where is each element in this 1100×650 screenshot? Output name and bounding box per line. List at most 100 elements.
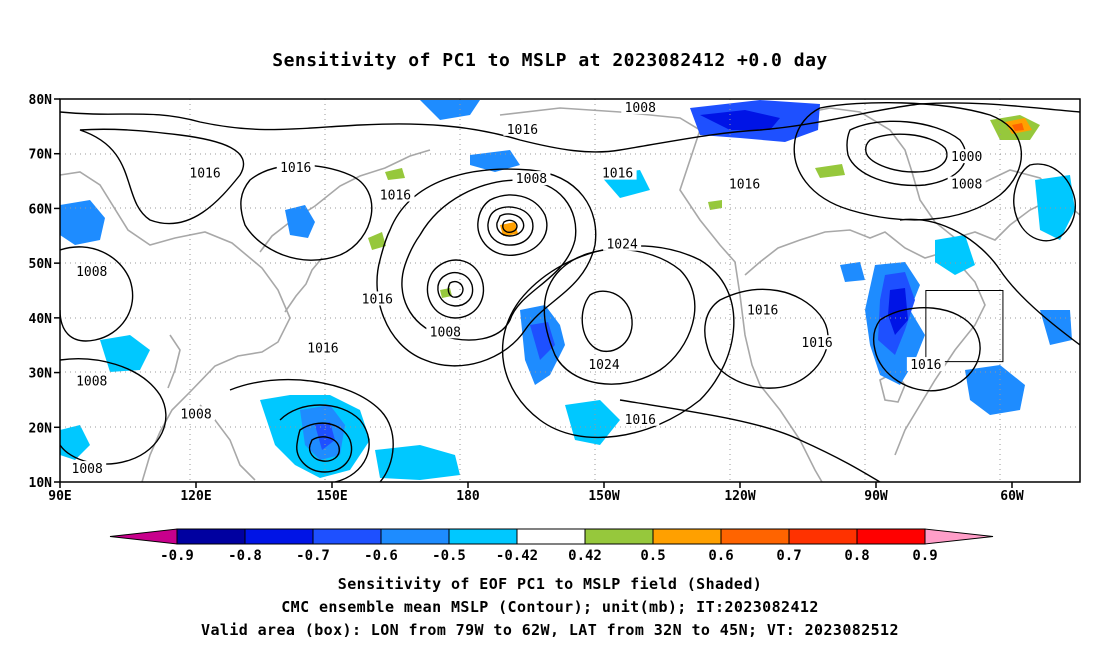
colorbar-low-arrow <box>109 528 178 545</box>
colorbar-label: 0.8 <box>844 548 869 564</box>
contour-labels: 1016 1016 1016 1016 1008 1016 1008 1024 1016 1000… <box>68 99 986 477</box>
contour-label: 1000 <box>951 150 982 165</box>
colorbar-bin <box>176 528 246 545</box>
colorbar-bin <box>720 528 790 545</box>
contour-label-bg <box>303 340 342 355</box>
colorbar-bin <box>652 528 722 545</box>
colorbar-high-arrow <box>924 528 994 545</box>
contour-label: 1016 <box>747 303 778 318</box>
lon-tick-label: 150W <box>588 489 619 504</box>
colorbar-bin <box>584 528 654 545</box>
contour-label: 1008 <box>951 178 982 193</box>
colorbar-bin <box>244 528 314 545</box>
lon-tick-label: 120W <box>724 489 755 504</box>
lon-tick-label: 120E <box>180 489 211 504</box>
contour-label: 1024 <box>606 238 637 253</box>
contour-label: 1008 <box>76 375 107 390</box>
contour-label: 1016 <box>362 292 393 307</box>
lat-tick-label: 40N <box>29 312 53 327</box>
caption-line-2: CMC ensemble mean MSLP (Contour); unit(m… <box>281 598 819 616</box>
contour-label: 1016 <box>602 167 633 182</box>
contour-label: 1016 <box>801 336 832 351</box>
colorbar-label: -0.6 <box>364 548 398 564</box>
colorbar-label: -0.42 <box>496 548 538 564</box>
contour-label-bg <box>603 236 642 251</box>
colorbar-bin <box>856 528 926 545</box>
contour-label-bg <box>598 165 637 180</box>
lat-tick-label: 30N <box>29 367 53 382</box>
contour-label-bg <box>358 291 397 306</box>
contour-label-bg <box>72 264 111 279</box>
contour-label-bg <box>426 324 465 339</box>
colorbar-bin <box>448 528 518 545</box>
sensitivity-shading <box>60 100 1075 480</box>
colorbar-label: 0.6 <box>708 548 733 564</box>
coastlines <box>60 107 1080 482</box>
contour-label-bg <box>276 160 315 175</box>
contour-label-bg <box>376 187 415 202</box>
colorbar-label: -0.9 <box>160 548 194 564</box>
contour-label-bg <box>512 171 551 186</box>
contour-label: 1016 <box>910 358 941 373</box>
contour-label: 1008 <box>180 407 211 422</box>
colorbar-label: 0.42 <box>568 548 602 564</box>
contour-label-bg <box>621 99 660 114</box>
contour-label-bg <box>906 357 945 372</box>
colorbar-bin <box>516 528 586 545</box>
contour-label-bg <box>68 461 107 476</box>
contour-label-bg <box>177 406 215 421</box>
colorbar-bin <box>380 528 450 545</box>
longitude-axis: 90E 120E 150E 180 150W 120W 90W 60W <box>48 482 1024 504</box>
contour-label: 1008 <box>76 265 107 280</box>
contour-label-bg <box>947 176 986 191</box>
lon-tick-label: 90E <box>48 489 71 504</box>
latitude-axis: 10N 20N 30N 40N 50N 60N 70N 80N <box>29 93 60 491</box>
contour-label: 1008 <box>516 172 547 187</box>
lat-tick-label: 10N <box>29 476 53 491</box>
contour-label: 1024 <box>588 358 619 373</box>
contour-label: 1008 <box>625 101 656 116</box>
lon-tick-label: 150E <box>316 489 347 504</box>
contour-label-bg <box>585 357 623 372</box>
colorbar-label: 0.9 <box>912 548 937 564</box>
valid-area-box <box>925 290 1004 363</box>
chart-title: Sensitivity of PC1 to MSLP at 2023082412… <box>272 50 828 71</box>
colorbar: -0.9 -0.8 -0.7 -0.6 -0.5 -0.42 0.42 0.5 0.6 0.7 0.… <box>109 528 994 564</box>
contour-label: 1016 <box>280 161 311 176</box>
contour-label-bg <box>503 121 542 136</box>
mslp-contours <box>60 101 1080 482</box>
contour-label-bg <box>947 149 986 164</box>
colorbar-label: -0.8 <box>228 548 262 564</box>
plot-frame <box>59 98 1081 483</box>
caption-line-1: Sensitivity of EOF PC1 to MSLP field (Sh… <box>337 575 763 593</box>
contour-label: 1016 <box>507 123 538 138</box>
contour-label-bg <box>725 176 764 191</box>
contour-label: 1016 <box>729 178 760 193</box>
lon-tick-label: 60W <box>1000 489 1024 504</box>
contour-label: 1016 <box>189 167 220 182</box>
lon-tick-label: 180 <box>456 489 480 504</box>
contour-label-bg <box>72 373 111 388</box>
colorbar-bin <box>788 528 858 545</box>
colorbar-label: -0.7 <box>296 548 330 564</box>
contour-label-bg <box>798 335 837 350</box>
contour-label-bg <box>186 165 225 180</box>
contour-label: 1016 <box>625 413 656 428</box>
contour-label-bg <box>621 411 660 426</box>
colorbar-label: 0.7 <box>776 548 801 564</box>
colorbar-label: -0.5 <box>432 548 466 564</box>
lon-tick-label: 90W <box>864 489 888 504</box>
lat-tick-label: 80N <box>29 93 53 108</box>
colorbar-label: 0.5 <box>640 548 665 564</box>
contour-label: 1016 <box>380 188 411 203</box>
lat-tick-label: 20N <box>29 421 53 436</box>
contour-label-bg <box>743 302 782 317</box>
lat-tick-label: 70N <box>29 148 53 163</box>
caption-line-3: Valid area (box): LON from 79W to 62W, L… <box>201 621 899 639</box>
lat-tick-label: 50N <box>29 257 53 272</box>
lat-tick-label: 60N <box>29 202 53 217</box>
map-plot-area: 1016 1016 1016 1016 1008 1016 1008 1024 1016 1000… <box>60 99 1080 482</box>
colorbar-bin <box>312 528 382 545</box>
contour-label: 1016 <box>307 342 338 357</box>
